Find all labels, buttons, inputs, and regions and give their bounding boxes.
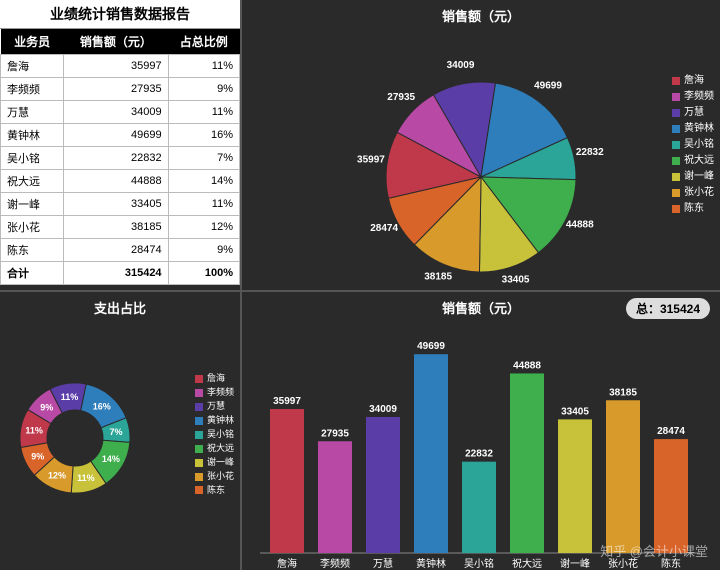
legend-item: 詹海 — [195, 372, 234, 386]
donut-label: 16% — [93, 401, 111, 411]
bar-chart: 35997 詹海 27935 李频频 34009 万慧 49699 黄钟林 22832 吴小铭 44… — [242, 319, 720, 570]
donut-label: 11% — [77, 473, 95, 483]
legend-item: 吴小铭 — [195, 428, 234, 442]
bar — [510, 373, 544, 553]
legend-item: 李频频 — [195, 386, 234, 400]
legend-item: 陈东 — [672, 201, 714, 217]
bar-chart-panel: 销售额（元） 总：315424 35997詹海27935李频频34009万慧49… — [242, 292, 720, 570]
table-row: 黄钟林4969916% — [1, 124, 240, 147]
table-total-row: 合计315424100% — [1, 262, 240, 285]
donut-title: 支出占比 — [0, 292, 240, 323]
table-row: 吴小铭228327% — [1, 147, 240, 170]
donut-label: 12% — [48, 470, 66, 480]
legend-item: 詹海 — [672, 73, 714, 89]
bar-value-label: 38185 — [609, 387, 637, 398]
bar — [366, 417, 400, 553]
table-header: 销售额（元） — [64, 29, 168, 55]
bar-value-label: 33405 — [561, 406, 589, 417]
bar-value-label: 22832 — [465, 449, 493, 460]
pie-label: 33405 — [502, 274, 530, 285]
bar-category-label: 谢一峰 — [560, 557, 590, 570]
pie-chart-panel: 销售额（元） 35997 27935 34009 49699 22832 44888 334… — [242, 0, 720, 290]
pie-chart: 35997 27935 34009 49699 22832 44888 33405 38185… — [281, 27, 681, 290]
sales-table: 业务员销售额（元）占总比例 詹海3599711%李频频279359%万慧3400… — [0, 29, 240, 285]
bar-value-label: 35997 — [273, 396, 301, 407]
bar-category-label: 张小花 — [608, 557, 638, 570]
table-row: 祝大远4488814% — [1, 170, 240, 193]
donut-label: 9% — [40, 403, 53, 413]
table-row: 詹海3599711% — [1, 55, 240, 78]
table-row: 陈东284749% — [1, 239, 240, 262]
bar-value-label: 44888 — [513, 360, 541, 371]
table-row: 张小花3818512% — [1, 216, 240, 239]
donut-label: 11% — [25, 425, 43, 435]
bar-value-label: 34009 — [369, 404, 397, 415]
bar-category-label: 万慧 — [373, 557, 393, 570]
legend-item: 张小花 — [195, 470, 234, 484]
bar — [270, 409, 304, 553]
bar-category-label: 黄钟林 — [416, 557, 446, 570]
legend-item: 李频频 — [672, 89, 714, 105]
legend-item: 祝大远 — [195, 442, 234, 456]
donut-label: 9% — [31, 451, 44, 461]
bar — [462, 462, 496, 553]
donut-chart-panel: 支出占比 11% 9% 11% 16% 7% 14% 11% 12% 9% 詹海李频频万慧黄钟林… — [0, 292, 240, 570]
bar — [606, 400, 640, 553]
legend-item: 谢一峰 — [672, 169, 714, 185]
pie-label: 27935 — [387, 92, 415, 103]
pie-title: 销售额（元） — [242, 0, 720, 27]
legend-item: 万慧 — [195, 400, 234, 414]
donut-label: 11% — [61, 392, 79, 402]
legend-item: 祝大远 — [672, 153, 714, 169]
bar-value-label: 27935 — [321, 428, 349, 439]
pie-label: 34009 — [447, 60, 475, 71]
table-header: 业务员 — [1, 29, 64, 55]
legend-item: 黄钟林 — [195, 414, 234, 428]
legend-item: 吴小铭 — [672, 137, 714, 153]
table-row: 谢一峰3340511% — [1, 193, 240, 216]
legend-item: 万慧 — [672, 105, 714, 121]
bar — [558, 419, 592, 553]
bar-category-label: 詹海 — [277, 557, 297, 570]
legend-item: 谢一峰 — [195, 456, 234, 470]
pie-label: 38185 — [424, 271, 452, 282]
bar-category-label: 陈东 — [661, 557, 681, 570]
donut-label: 14% — [102, 454, 120, 464]
bar-value-label: 49699 — [417, 341, 445, 352]
pie-label: 49699 — [534, 81, 562, 92]
pie-legend: 詹海李频频万慧黄钟林吴小铭祝大远谢一峰张小花陈东 — [672, 73, 714, 217]
legend-item: 张小花 — [672, 185, 714, 201]
total-badge: 总：315424 — [626, 298, 710, 319]
table-row: 李频频279359% — [1, 78, 240, 101]
pie-label: 35997 — [357, 154, 385, 165]
legend-item: 陈东 — [195, 484, 234, 498]
bar-category-label: 李频频 — [320, 557, 350, 570]
donut-legend: 詹海李频频万慧黄钟林吴小铭祝大远谢一峰张小花陈东 — [195, 372, 234, 497]
bar-category-label: 吴小铭 — [464, 557, 494, 570]
bar-value-label: 28474 — [657, 426, 685, 437]
table-header: 占总比例 — [168, 29, 239, 55]
bar — [414, 354, 448, 553]
pie-label: 22832 — [576, 147, 604, 158]
table-row: 万慧3400911% — [1, 101, 240, 124]
legend-item: 黄钟林 — [672, 121, 714, 137]
bar — [654, 439, 688, 553]
pie-label: 28474 — [370, 223, 398, 234]
bar-category-label: 祝大远 — [512, 557, 542, 570]
sales-table-panel: 业绩统计销售数据报告 业务员销售额（元）占总比例 詹海3599711%李频频27… — [0, 0, 240, 290]
pie-label: 44888 — [566, 220, 594, 231]
table-title: 业绩统计销售数据报告 — [0, 0, 240, 29]
donut-label: 7% — [110, 427, 123, 437]
bar — [318, 441, 352, 553]
